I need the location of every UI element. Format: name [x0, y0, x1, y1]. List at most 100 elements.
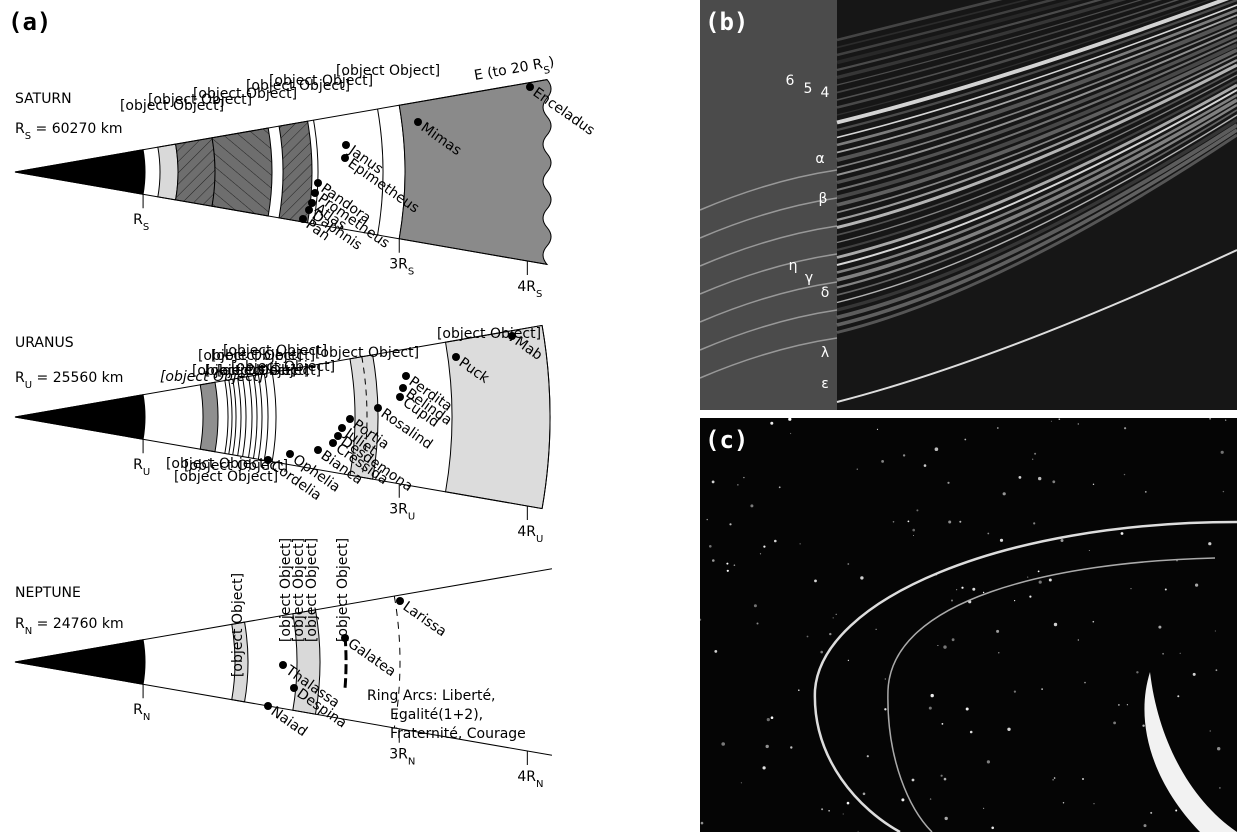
star	[1175, 809, 1178, 812]
distance-label-sub: N	[536, 778, 543, 789]
ring-inner	[887, 557, 1216, 832]
wedge-edge	[14, 324, 543, 418]
star	[1027, 576, 1029, 578]
moon-label: Larissa	[400, 599, 449, 640]
star	[1013, 690, 1017, 693]
ring-streak	[836, 93, 1237, 274]
ring-streak	[836, 74, 1237, 244]
star	[901, 798, 905, 802]
star	[866, 755, 869, 758]
planet-crescent	[1144, 672, 1237, 832]
star	[1208, 542, 1212, 546]
star	[1092, 483, 1095, 485]
star	[1084, 681, 1086, 684]
distance-label-sub: U	[536, 533, 543, 544]
star	[956, 589, 958, 591]
ring-strip	[700, 197, 838, 239]
star	[1053, 777, 1056, 779]
star	[860, 576, 864, 580]
star	[712, 559, 715, 562]
ring-label: [object Object]	[269, 73, 373, 89]
star	[721, 742, 725, 746]
moon-label: Galatea	[345, 636, 399, 680]
star	[832, 617, 834, 619]
star	[934, 447, 939, 452]
star	[847, 659, 850, 662]
star	[969, 730, 973, 734]
distance-label-text: 4R	[517, 279, 536, 295]
wedge-edge	[14, 171, 548, 265]
ring-streak	[836, 39, 1237, 192]
star	[790, 432, 792, 435]
star	[911, 778, 915, 782]
star	[766, 718, 770, 722]
ring-label: β	[819, 191, 828, 207]
star	[1120, 532, 1124, 535]
ring-label-text: E (to 20 R	[473, 56, 544, 84]
ring-b	[211, 127, 273, 217]
star	[996, 629, 1000, 633]
star	[778, 486, 781, 489]
ring-streak	[836, 83, 1237, 259]
planet-radius: RS = 60270 km	[15, 121, 122, 142]
ring-streak	[836, 0, 1180, 101]
ring-label: [object Object]	[193, 86, 297, 102]
wedge-edge	[14, 416, 543, 510]
star	[929, 798, 932, 800]
star	[1034, 452, 1037, 455]
star	[986, 760, 991, 764]
star	[726, 569, 729, 572]
ring-strip	[700, 253, 838, 295]
separator	[700, 410, 1237, 418]
star	[1032, 458, 1034, 460]
ring-streak	[836, 59, 1237, 222]
star	[820, 650, 823, 654]
planet-name: SATURN	[15, 91, 72, 107]
star	[1014, 600, 1016, 602]
ring-streak	[836, 98, 1237, 282]
ring-streak	[836, 0, 1127, 80]
ring-c	[175, 137, 216, 207]
ring-label: [object Object]	[335, 538, 351, 642]
star	[700, 821, 704, 825]
star	[930, 693, 934, 698]
star	[714, 650, 718, 653]
star	[847, 563, 850, 565]
star	[856, 468, 858, 470]
ring-strip	[700, 281, 838, 323]
star	[983, 807, 985, 810]
star	[902, 454, 906, 457]
wedge-edge	[14, 568, 553, 663]
star	[700, 618, 702, 621]
ring-streak	[836, 0, 1198, 109]
star	[1136, 671, 1139, 674]
star	[875, 628, 877, 630]
distance-label: 3RS	[389, 257, 414, 278]
ring-streak	[836, 29, 1237, 176]
moon-dot	[341, 154, 349, 162]
star	[944, 816, 948, 821]
ring-streak	[836, 4, 1237, 139]
distance-label-sub: S	[408, 266, 414, 277]
ring-streak	[836, 48, 1237, 207]
star	[1048, 578, 1052, 582]
planet-radius-tail: = 60270 km	[31, 121, 122, 137]
star	[965, 707, 969, 711]
ring-label: [object Object]	[120, 98, 224, 114]
wedge-edge	[14, 79, 548, 173]
moon-dot	[299, 215, 307, 223]
ring-label: [object Object]	[148, 92, 252, 108]
star	[1222, 490, 1225, 493]
ring-streak	[836, 133, 1237, 334]
star	[1050, 420, 1052, 422]
distance-label: RU	[133, 457, 150, 478]
star	[972, 587, 976, 591]
ring-line	[237, 378, 242, 456]
star	[998, 652, 1000, 654]
star	[765, 744, 769, 749]
star	[726, 562, 729, 565]
ring-line	[228, 379, 233, 455]
moon-dot	[308, 199, 316, 207]
star	[1142, 724, 1145, 727]
distance-label-text: R	[133, 212, 143, 228]
